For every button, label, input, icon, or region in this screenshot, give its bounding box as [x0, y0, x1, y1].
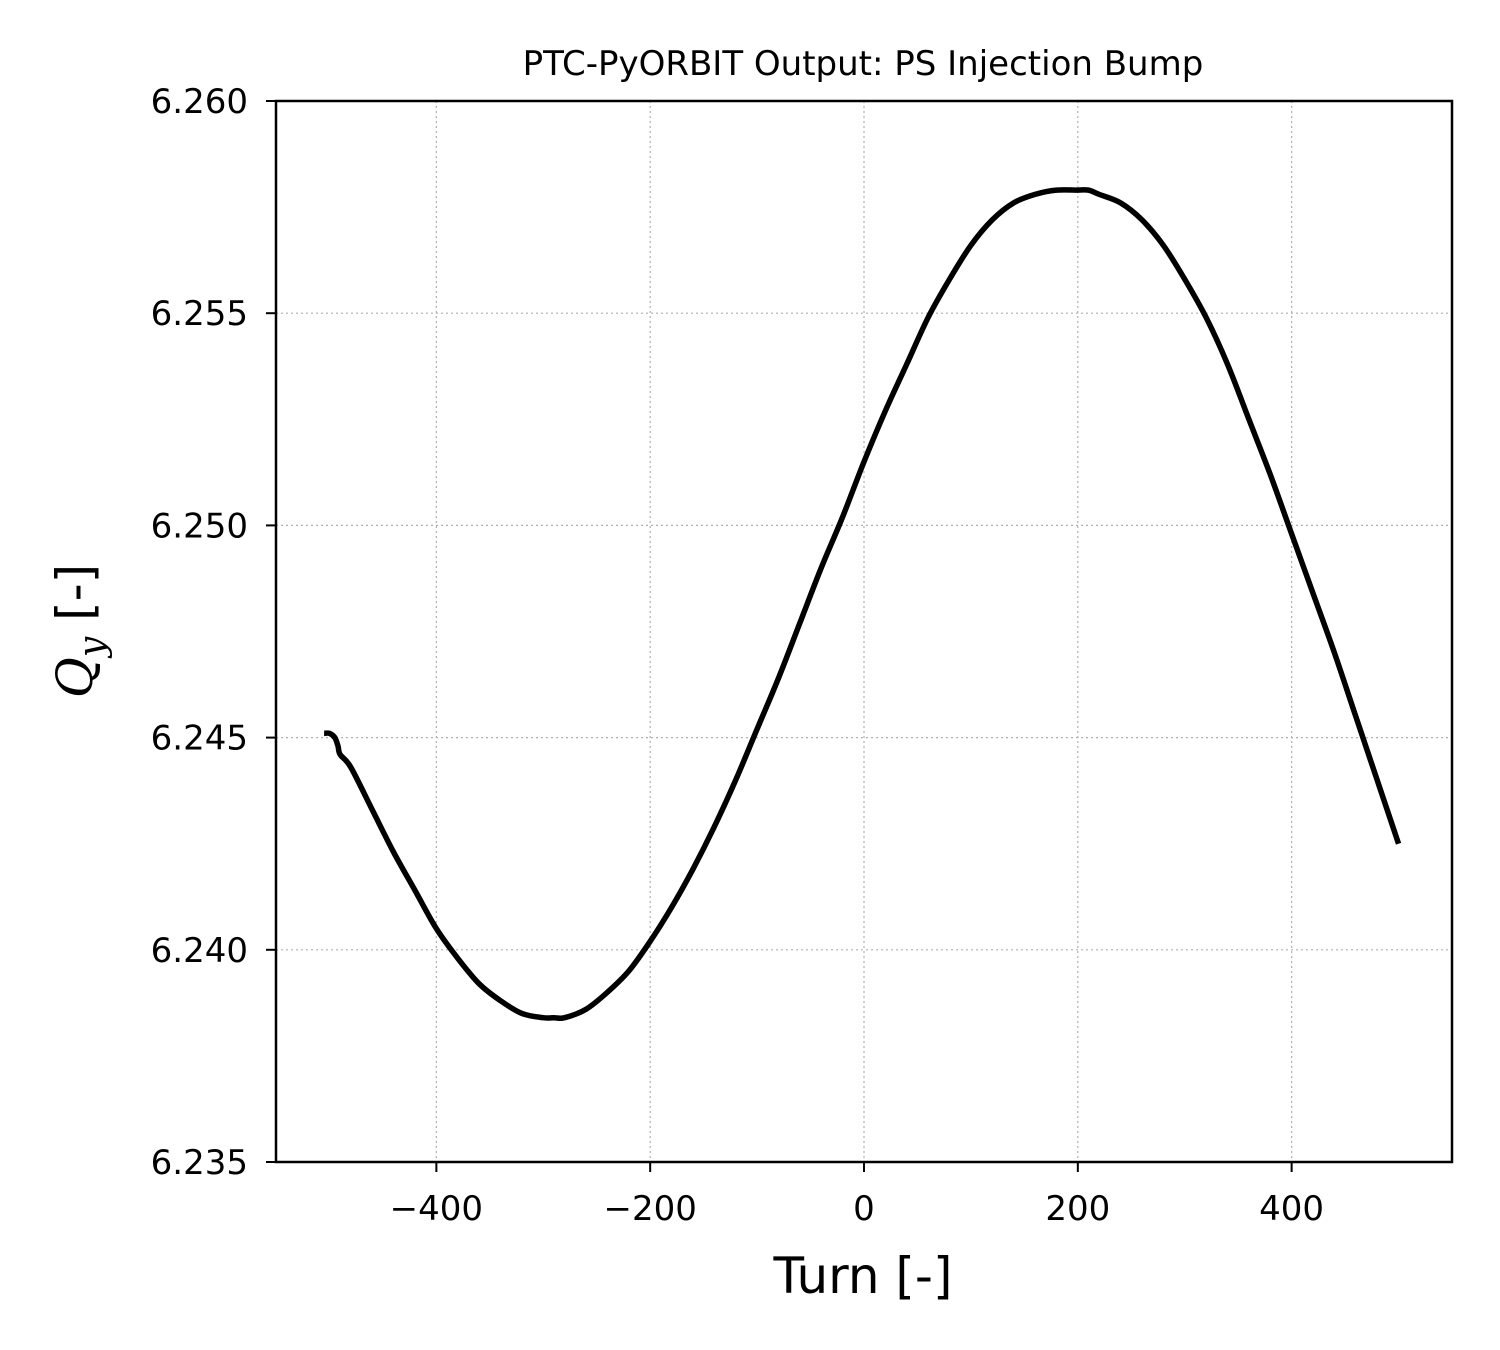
y-axis-label: Qy [-] [46, 564, 113, 698]
y-axis-label-subscript: y [72, 636, 113, 659]
y-axis-label-unit: [-] [46, 564, 104, 637]
series-line-qy [323, 187, 1402, 1022]
chart-title: PTC-PyORBIT Output: PS Injection Bump [523, 44, 1204, 84]
x-tick-label: 200 [1045, 1189, 1110, 1229]
series-layer [323, 187, 1402, 1022]
x-tick-label: 400 [1259, 1189, 1324, 1229]
y-tick-label: 6.235 [151, 1143, 248, 1183]
y-tick-label: 6.245 [151, 719, 248, 759]
x-tick-label: −400 [390, 1189, 483, 1229]
x-tick-label: −200 [603, 1189, 696, 1229]
y-tick-label: 6.250 [151, 506, 248, 546]
y-axis-label-symbol: Q [46, 657, 104, 698]
x-axis-ticks: −400 −200 0 200 400 [390, 1162, 1324, 1229]
y-tick-label: 6.240 [151, 931, 248, 971]
y-tick-label: 6.260 [151, 82, 248, 122]
y-axis-ticks: 6.235 6.240 6.245 6.250 6.255 6.260 [151, 82, 276, 1183]
x-tick-label: 0 [853, 1189, 875, 1229]
x-axis-label: Turn [-] [773, 1247, 953, 1305]
y-tick-label: 6.255 [151, 294, 248, 334]
